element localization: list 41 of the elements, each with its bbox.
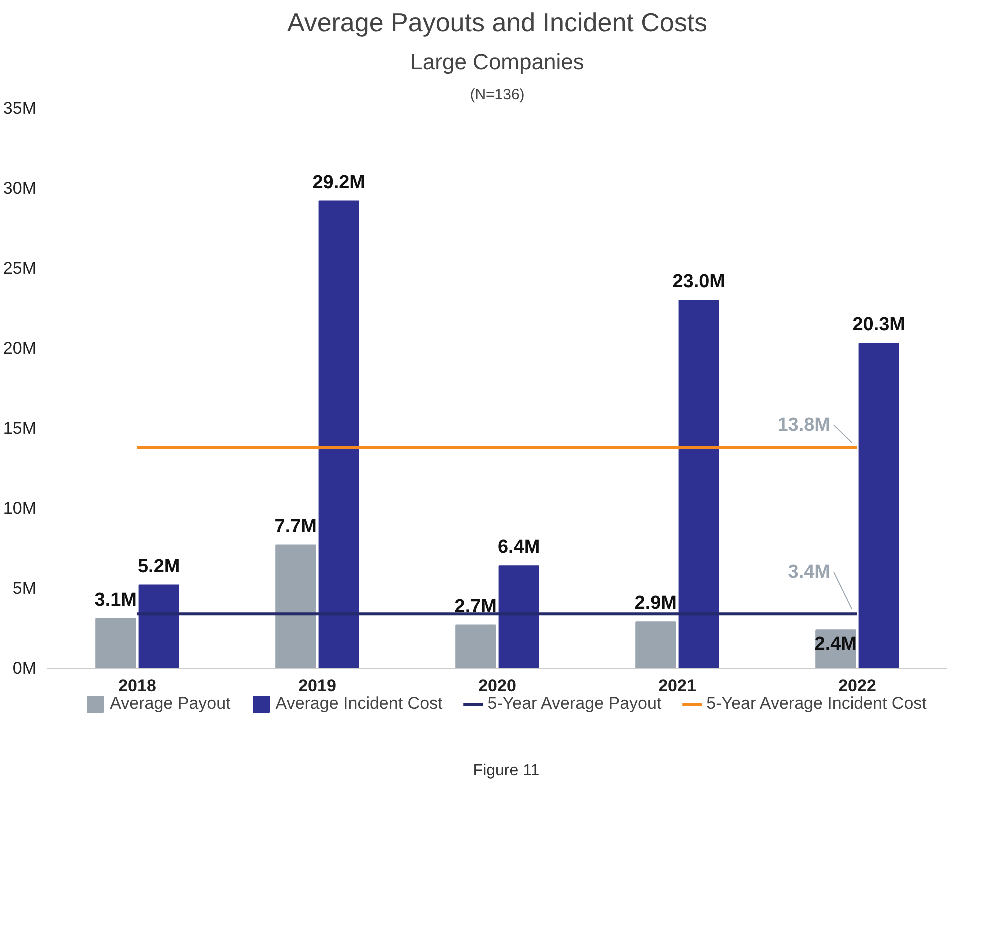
data-label: 29.2M xyxy=(312,172,366,194)
text: (N=136) xyxy=(470,86,525,104)
data-label: 2.7M xyxy=(454,596,498,618)
data-label: 3.1M xyxy=(94,590,138,611)
bar xyxy=(318,200,360,668)
data-label: 13.8M xyxy=(778,414,831,436)
bar xyxy=(858,343,900,668)
data-label: 7.7M xyxy=(274,516,318,538)
bar xyxy=(138,584,180,668)
x-tick-label: 2020 xyxy=(478,676,516,696)
data-label: 20.3M xyxy=(852,314,906,336)
chart-subtitle: Large Companies xyxy=(410,50,584,74)
y-tick-label: 30M xyxy=(3,179,37,198)
x-tick-label: 2018 xyxy=(118,676,156,696)
x-tick-label: 2022 xyxy=(838,676,876,696)
data-label: 2.9M xyxy=(634,593,678,614)
data-label: 5.2M xyxy=(138,556,180,578)
y-tick-label: 15M xyxy=(3,419,37,438)
data-label: 23.0M xyxy=(672,272,726,292)
bar xyxy=(636,622,676,668)
legend-label: 5-Year Average Payout xyxy=(488,694,662,714)
y-tick-label: 35M xyxy=(3,99,37,118)
chart-title: Average Payouts and Incident Costs xyxy=(287,8,708,38)
y-tick-label: 5M xyxy=(12,579,37,598)
bar xyxy=(96,618,136,668)
y-tick-label: 10M xyxy=(3,499,37,518)
legend-label: 5-Year Average Incident Cost xyxy=(706,694,927,714)
y-tick-label: 0M xyxy=(12,659,37,678)
bar xyxy=(456,624,496,668)
y-tick-label: 25M xyxy=(3,259,37,278)
legend-label: Average Payout xyxy=(110,694,231,714)
bar xyxy=(498,566,540,668)
x-tick-label: 2021 xyxy=(658,676,696,696)
bar xyxy=(678,300,720,668)
data-label: 3.4M xyxy=(788,562,831,583)
data-label: 6.4M xyxy=(498,537,540,558)
bar xyxy=(276,544,316,668)
y-tick-label: 20M xyxy=(3,339,37,358)
legend-label: Average Incident Cost xyxy=(276,694,443,714)
caption: Figure 11 xyxy=(473,762,540,780)
x-tick-label: 2019 xyxy=(298,676,336,696)
